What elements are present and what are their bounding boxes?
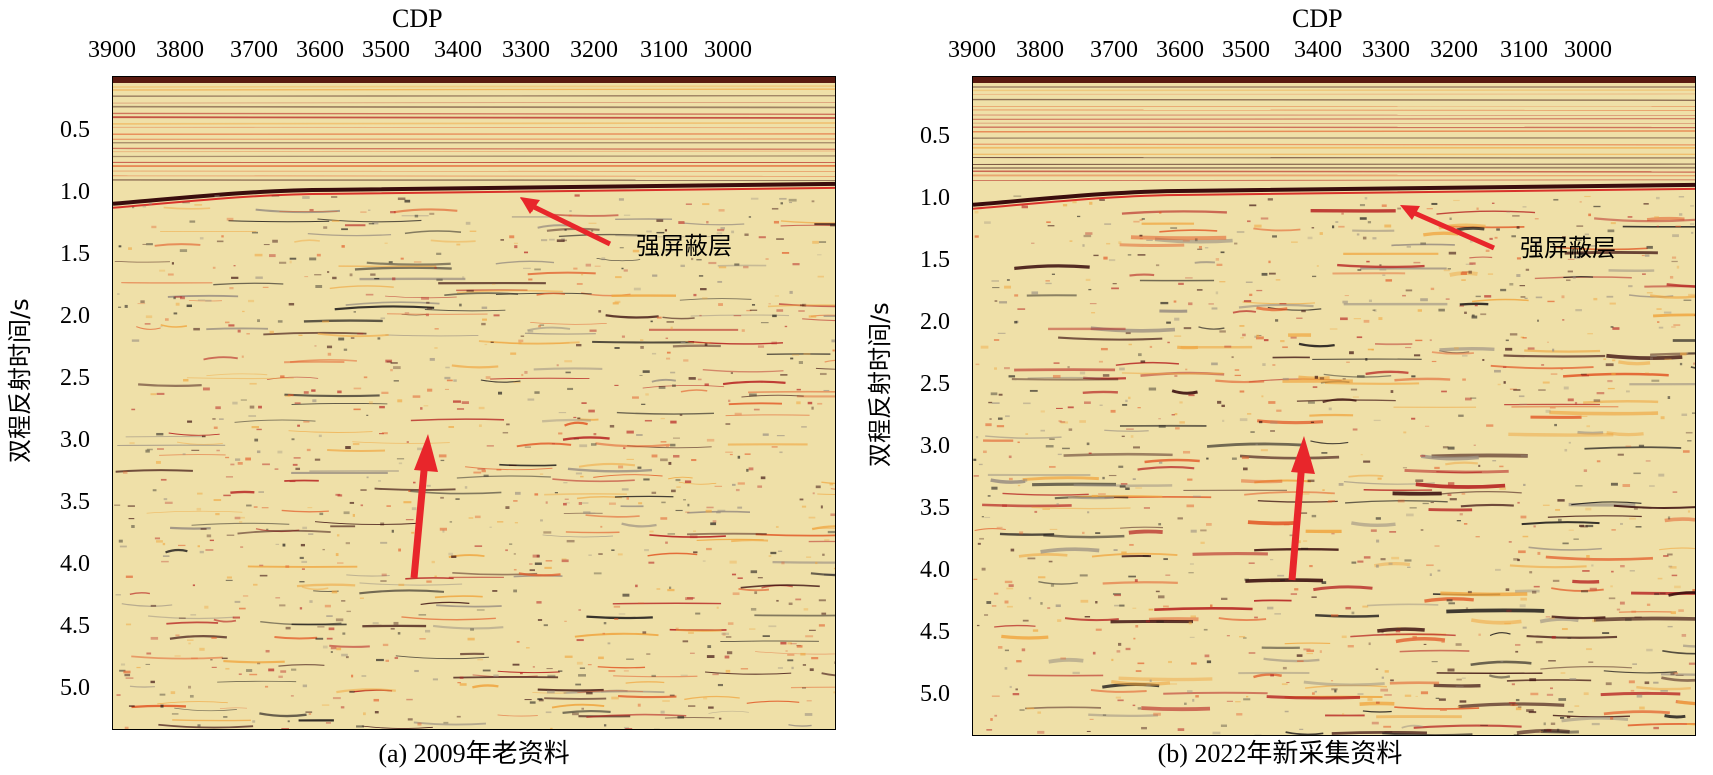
caption-a: (a) 2009年老资料	[378, 739, 570, 768]
y-tick-label: 0.5	[60, 117, 90, 143]
seismic-section-a	[112, 76, 836, 730]
y-axis-title: 双程反射时间/s	[866, 302, 894, 467]
x-tick-label: 3400	[1294, 37, 1342, 63]
y-tick-label: 1.0	[60, 179, 90, 205]
shield-layer-label: 强屏蔽层	[1520, 234, 1616, 262]
x-tick-label: 3200	[1430, 37, 1478, 63]
x-tick-label: 3600	[296, 37, 344, 63]
x-tick-label: 3300	[502, 37, 550, 63]
seismic-image-b	[973, 77, 1695, 735]
y-tick-label: 2.0	[60, 303, 90, 329]
x-tick-label: 3400	[434, 37, 482, 63]
y-tick-label: 4.5	[60, 613, 90, 639]
x-tick-label: 3000	[1564, 37, 1612, 63]
y-tick-label: 4.5	[920, 619, 950, 645]
y-tick-label: 5.0	[60, 675, 90, 701]
x-tick-label: 3100	[640, 37, 688, 63]
x-axis-title: CDP	[392, 4, 443, 33]
x-tick-label: 3600	[1156, 37, 1204, 63]
y-tick-label: 2.5	[920, 371, 950, 397]
y-tick-label: 3.5	[60, 489, 90, 515]
y-tick-label: 0.5	[920, 123, 950, 149]
y-axis-title: 双程反射时间/s	[6, 298, 34, 463]
y-tick-label: 3.5	[920, 495, 950, 521]
seismic-section-b	[972, 76, 1696, 736]
y-tick-label: 1.5	[920, 247, 950, 273]
y-tick-label: 2.0	[920, 309, 950, 335]
x-tick-label: 3500	[362, 37, 410, 63]
y-tick-label: 4.0	[60, 551, 90, 577]
shield-layer-label: 强屏蔽层	[636, 232, 732, 260]
x-tick-label: 3900	[948, 37, 996, 63]
y-tick-label: 3.0	[60, 427, 90, 453]
y-tick-label: 1.5	[60, 241, 90, 267]
x-axis-title: CDP	[1292, 4, 1343, 33]
y-tick-label: 3.0	[920, 433, 950, 459]
x-tick-label: 3100	[1500, 37, 1548, 63]
panel-b: CDP 3900 3800 3700 3600 3500 3400 3300 3…	[860, 0, 1713, 775]
seismic-image-a	[113, 77, 835, 729]
x-tick-label: 3700	[230, 37, 278, 63]
x-tick-label: 3200	[570, 37, 618, 63]
y-tick-label: 5.0	[920, 681, 950, 707]
x-tick-label: 3700	[1090, 37, 1138, 63]
y-tick-label: 4.0	[920, 557, 950, 583]
x-tick-label: 3000	[704, 37, 752, 63]
panel-a: CDP 3900 3800 3700 3600 3500 3400 3300 3…	[0, 0, 850, 775]
y-tick-label: 1.0	[920, 185, 950, 211]
x-tick-label: 3300	[1362, 37, 1410, 63]
x-tick-label: 3800	[1016, 37, 1064, 63]
x-tick-label: 3900	[88, 37, 136, 63]
y-tick-label: 2.5	[60, 365, 90, 391]
x-tick-label: 3800	[156, 37, 204, 63]
caption-b: (b) 2022年新采集资料	[1157, 739, 1403, 768]
x-tick-label: 3500	[1222, 37, 1270, 63]
